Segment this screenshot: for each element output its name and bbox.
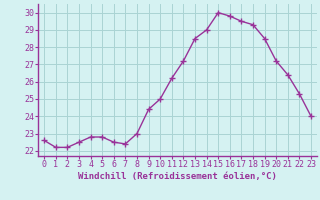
X-axis label: Windchill (Refroidissement éolien,°C): Windchill (Refroidissement éolien,°C) xyxy=(78,172,277,181)
